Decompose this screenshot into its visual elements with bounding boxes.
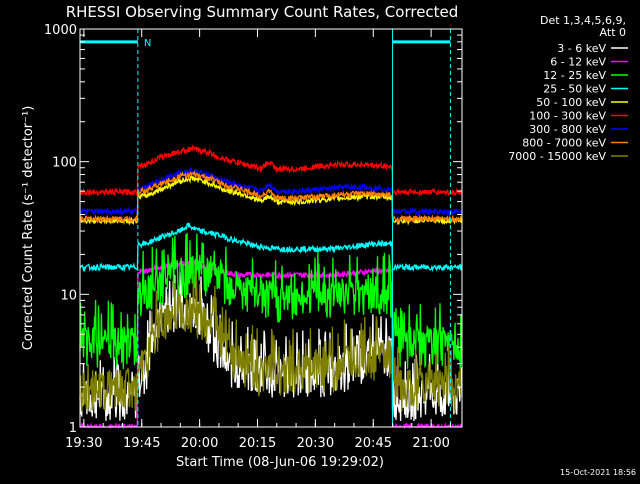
x-tick-label: 20:00 — [181, 436, 218, 451]
x-tick-label: 19:30 — [65, 436, 102, 451]
y-tick-label: 1 — [69, 421, 77, 436]
legend-label: 50 - 100 keV — [536, 96, 606, 109]
trace-5 — [79, 144, 463, 198]
trace-8 — [79, 272, 463, 412]
trace-3 — [79, 221, 463, 273]
y-tick-label: 1000 — [44, 23, 77, 38]
y-tick-label: 10 — [60, 288, 77, 303]
x-tick-label: 20:15 — [239, 436, 276, 451]
legend-label: 300 - 800 keV — [529, 123, 606, 136]
x-axis-label: Start Time (08-Jun-06 19:29:02) — [176, 455, 384, 470]
traces — [79, 144, 463, 430]
legend-label: 3 - 6 keV — [557, 42, 606, 55]
timestamp: 15-Oct-2021 18:56 — [560, 468, 636, 477]
trace-2 — [79, 232, 463, 370]
y-axis-label: Corrected Count Rate (s⁻¹ detector⁻¹) — [21, 106, 36, 351]
night-label: N — [144, 38, 151, 49]
x-tick-label: 20:30 — [297, 436, 334, 451]
x-axis: 19:30 19:45 20:00 20:15 20:30 20:45 21:00 — [65, 29, 451, 451]
x-tick-label: 21:00 — [412, 436, 449, 451]
trace-7 — [79, 169, 463, 224]
x-tick-label: 20:45 — [355, 436, 392, 451]
y-axis: 1 10 100 1000 — [44, 23, 462, 436]
legend-label: 7000 - 15000 keV — [508, 150, 606, 163]
chart-title: RHESSI Observing Summary Count Rates, Co… — [66, 3, 459, 21]
legend-header: Det 1,3,4,5,6,9, — [540, 14, 626, 27]
legend-label: 25 - 50 keV — [543, 83, 606, 96]
legend-label: 100 - 300 keV — [529, 110, 606, 123]
legend-label: 800 - 7000 keV — [522, 137, 606, 150]
plot-frame — [79, 28, 463, 428]
legend-label: 12 - 25 keV — [543, 69, 606, 82]
x-tick-label: 19:45 — [123, 436, 160, 451]
legend-label: 6 - 12 keV — [550, 56, 606, 69]
trace-6 — [79, 166, 463, 217]
y-tick-label: 100 — [52, 156, 77, 171]
legend-header: Att 0 — [600, 26, 626, 39]
